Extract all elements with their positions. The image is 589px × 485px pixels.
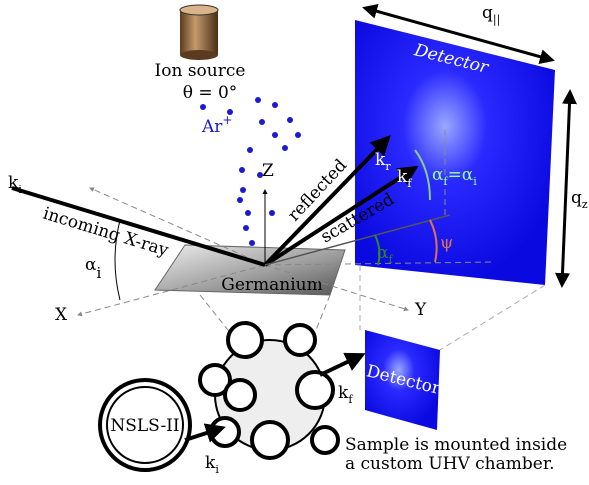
specular-label: αf=αi	[432, 165, 477, 188]
ion-source-label: Ion source	[155, 61, 246, 81]
scattered-beam	[263, 165, 419, 267]
small-ki-label: ki	[205, 453, 219, 476]
ion-source	[179, 4, 219, 60]
q-z-label: qz	[571, 188, 588, 211]
projection	[264, 214, 451, 266]
caption-line-2: a custom UHV chamber.	[345, 454, 555, 474]
alpha-f-label: αf	[377, 243, 393, 266]
ring-label: NSLS-II	[110, 416, 179, 436]
reflected-beam	[263, 135, 391, 267]
caption-line-1: Sample is mounted inside	[345, 435, 567, 455]
alpha-i-arc	[114, 219, 121, 301]
small-kf-arrow	[319, 352, 366, 377]
ki-label: ki	[8, 173, 22, 196]
small-detector	[365, 330, 440, 430]
kf-label: kf	[397, 167, 412, 190]
sample-label: Germanium	[221, 275, 322, 295]
detector	[355, 20, 555, 285]
z-label: Z	[262, 161, 274, 181]
x-label: X	[55, 305, 68, 325]
y-label: Y	[414, 300, 427, 320]
specular-arc	[414, 149, 431, 201]
small-ki-arrow	[184, 423, 226, 443]
ion-dots	[200, 97, 301, 246]
psi-arc	[429, 219, 438, 263]
kr-label: kr	[375, 150, 391, 173]
q-par-label: q||	[482, 3, 500, 27]
uhv-chamber	[198, 321, 340, 460]
ion-label: Ar+	[201, 113, 232, 137]
alpha-f-arc	[374, 234, 381, 266]
psi-label: ψ	[440, 233, 453, 253]
small-kf-label: kf	[338, 383, 353, 406]
ion-angle: θ = 0°	[183, 83, 238, 103]
ring-outer	[98, 378, 192, 472]
q-par-arrow	[362, 3, 555, 65]
incoming-beam	[11, 186, 266, 267]
ring-inner	[106, 386, 184, 464]
alpha-i-label: αi	[85, 255, 101, 282]
q-z-arrow	[555, 89, 577, 288]
